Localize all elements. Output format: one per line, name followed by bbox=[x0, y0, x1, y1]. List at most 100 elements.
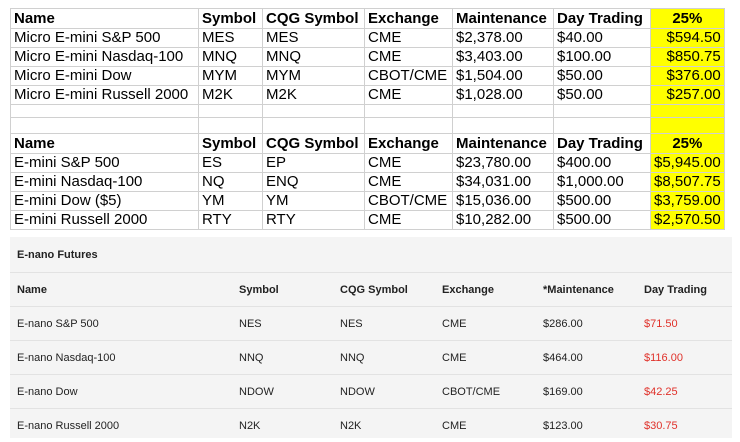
header-cell: Exchange bbox=[365, 134, 453, 154]
blank-cell bbox=[199, 118, 263, 134]
header-cell: Exchange bbox=[365, 9, 453, 29]
cell: CME bbox=[435, 409, 536, 442]
cell: $594.50 bbox=[651, 29, 725, 48]
cell: YM bbox=[263, 192, 365, 211]
blank-cell bbox=[11, 105, 199, 118]
header-cell: CQG Symbol bbox=[263, 9, 365, 29]
cell: $40.00 bbox=[554, 29, 651, 48]
cell: $3,759.00 bbox=[651, 192, 725, 211]
cell: NDOW bbox=[232, 375, 333, 409]
header-cell: *Maintenance bbox=[536, 273, 637, 307]
cell: $500.00 bbox=[554, 192, 651, 211]
cell: NNQ bbox=[232, 341, 333, 375]
cell: Micro E-mini S&P 500 bbox=[11, 29, 199, 48]
cell: $71.50 bbox=[637, 307, 732, 341]
blank-cell bbox=[11, 118, 199, 134]
blank-cell bbox=[453, 105, 554, 118]
header-cell: Symbol bbox=[199, 9, 263, 29]
blank-row bbox=[11, 105, 725, 118]
cell: CBOT/CME bbox=[435, 375, 536, 409]
cell: Micro E-mini Dow bbox=[11, 67, 199, 86]
blank-cell bbox=[554, 105, 651, 118]
cell: CME bbox=[435, 307, 536, 341]
cell: YM bbox=[199, 192, 263, 211]
cell: $10,282.00 bbox=[453, 211, 554, 230]
cell: $123.00 bbox=[536, 409, 637, 442]
blank-cell bbox=[263, 118, 365, 134]
blank-cell bbox=[365, 105, 453, 118]
cell: $1,028.00 bbox=[453, 86, 554, 105]
header-cell: Day Trading bbox=[637, 273, 732, 307]
cell: $34,031.00 bbox=[453, 173, 554, 192]
blank-cell bbox=[453, 118, 554, 134]
cell: $23,780.00 bbox=[453, 154, 554, 173]
blank-cell bbox=[199, 105, 263, 118]
cell: $257.00 bbox=[651, 86, 725, 105]
cell: $5,945.00 bbox=[651, 154, 725, 173]
cell: $15,036.00 bbox=[453, 192, 554, 211]
cell: E-nano Dow bbox=[10, 375, 232, 409]
cell: E-mini S&P 500 bbox=[11, 154, 199, 173]
cell: CBOT/CME bbox=[365, 67, 453, 86]
cell: M2K bbox=[199, 86, 263, 105]
cell: CME bbox=[365, 29, 453, 48]
cell: E-mini Russell 2000 bbox=[11, 211, 199, 230]
cell: $8,507.75 bbox=[651, 173, 725, 192]
cell: EP bbox=[263, 154, 365, 173]
cell: MES bbox=[199, 29, 263, 48]
header-cell: Day Trading bbox=[554, 9, 651, 29]
cell: MYM bbox=[263, 67, 365, 86]
cell: MNQ bbox=[263, 48, 365, 67]
blank-cell bbox=[554, 118, 651, 134]
cell: E-mini Nasdaq-100 bbox=[11, 173, 199, 192]
cell: $50.00 bbox=[554, 67, 651, 86]
header-cell: CQG Symbol bbox=[333, 273, 435, 307]
cell: ENQ bbox=[263, 173, 365, 192]
cell: RTY bbox=[199, 211, 263, 230]
cell: $1,504.00 bbox=[453, 67, 554, 86]
cell: $376.00 bbox=[651, 67, 725, 86]
cell: $2,378.00 bbox=[453, 29, 554, 48]
cell: $30.75 bbox=[637, 409, 732, 442]
cell: CME bbox=[435, 341, 536, 375]
cell: E-nano Russell 2000 bbox=[10, 409, 232, 442]
cell: E-mini Dow ($5) bbox=[11, 192, 199, 211]
cell: $3,403.00 bbox=[453, 48, 554, 67]
cell: NQ bbox=[199, 173, 263, 192]
cell: M2K bbox=[263, 86, 365, 105]
cell: $100.00 bbox=[554, 48, 651, 67]
cell: MES bbox=[263, 29, 365, 48]
header-cell: Symbol bbox=[232, 273, 333, 307]
blank-cell bbox=[651, 118, 725, 134]
header-cell: CQG Symbol bbox=[263, 134, 365, 154]
cell: MNQ bbox=[199, 48, 263, 67]
cell: $500.00 bbox=[554, 211, 651, 230]
cell: $286.00 bbox=[536, 307, 637, 341]
cell: $1,000.00 bbox=[554, 173, 651, 192]
cell: NES bbox=[232, 307, 333, 341]
cell: CME bbox=[365, 154, 453, 173]
cell: Micro E-mini Nasdaq-100 bbox=[11, 48, 199, 67]
cell: $169.00 bbox=[536, 375, 637, 409]
cell: MYM bbox=[199, 67, 263, 86]
cell: $400.00 bbox=[554, 154, 651, 173]
header-cell: Name bbox=[11, 9, 199, 29]
cell: N2K bbox=[232, 409, 333, 442]
cell: E-nano S&P 500 bbox=[10, 307, 232, 341]
cell: $50.00 bbox=[554, 86, 651, 105]
cell: CME bbox=[365, 48, 453, 67]
cell: NNQ bbox=[333, 341, 435, 375]
